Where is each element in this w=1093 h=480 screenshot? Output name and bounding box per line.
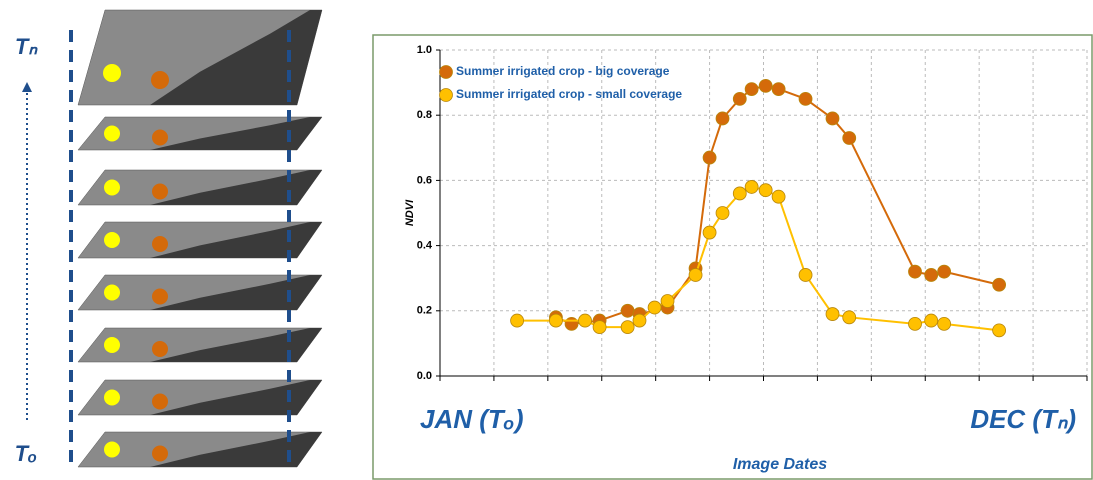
data-point (732, 92, 747, 106)
sample-point (104, 179, 120, 196)
data-point (825, 307, 840, 321)
sample-point (152, 445, 168, 462)
sea-area (150, 10, 322, 105)
data-point (798, 92, 813, 106)
data-point (632, 313, 647, 328)
sample-point (152, 288, 168, 305)
sea-area (150, 222, 322, 258)
legend-marker (439, 65, 453, 79)
sea-area (150, 117, 322, 150)
start-label: JAN (Tₒ) (420, 404, 524, 434)
data-point (992, 277, 1007, 292)
sea-area (150, 432, 322, 467)
legend-label: Summer irrigated crop - small coverage (456, 87, 682, 101)
data-point (758, 183, 773, 198)
data-point (620, 320, 635, 335)
image-stack (77, 9, 323, 468)
data-point (549, 313, 563, 328)
data-point (702, 150, 717, 165)
data-point (715, 206, 730, 220)
y-axis-label: NDVI (404, 199, 416, 226)
y-tick-label: 0.2 (417, 305, 432, 317)
data-point (715, 111, 730, 126)
data-point (908, 316, 922, 331)
sample-point (152, 341, 168, 357)
sea-area (150, 380, 322, 415)
sea-area (150, 275, 322, 310)
chart-frame (372, 34, 1093, 480)
time-arrow-head (22, 82, 32, 92)
data-point (771, 82, 786, 97)
data-point (620, 303, 635, 318)
sample-point (152, 393, 168, 410)
data-point (564, 316, 579, 331)
plot: 0.0 0.2 0.4 0.6 0.8 1.0 Summer irrigated crop … (417, 44, 1088, 382)
sample-point (104, 125, 120, 142)
data-point (578, 313, 592, 328)
data-point (688, 268, 703, 282)
data-point (744, 82, 759, 97)
data-point (908, 264, 922, 279)
data-point (937, 316, 952, 331)
data-point (924, 268, 939, 282)
time-label: Tₒ (15, 441, 38, 466)
sample-point (104, 284, 120, 301)
data-point (771, 189, 786, 204)
sample-point (104, 232, 120, 248)
data-point (510, 313, 525, 328)
data-point (798, 268, 813, 282)
sample-point (104, 441, 120, 458)
y-tick-label: 0.6 (417, 174, 432, 186)
sample-point (152, 183, 168, 200)
y-tick-label: 0.0 (417, 370, 432, 382)
data-point (924, 313, 939, 328)
legend-marker (439, 88, 453, 102)
data-point (592, 320, 607, 335)
data-point (842, 131, 857, 145)
data-point (937, 264, 952, 279)
data-point (647, 300, 662, 315)
sample-point (104, 389, 120, 406)
series-line (555, 84, 1000, 325)
series-line (517, 185, 1000, 332)
time-label: Tₙ (15, 34, 38, 59)
y-tick-label: 0.8 (417, 109, 432, 121)
end-label: DEC (Tₙ) (970, 404, 1076, 434)
data-point (825, 111, 840, 126)
data-point (992, 323, 1007, 338)
data-point (758, 78, 773, 93)
data-point (660, 294, 675, 308)
y-tick-label: 1.0 (417, 44, 432, 56)
data-point (842, 310, 857, 325)
sample-point (151, 71, 169, 89)
data-point (702, 225, 717, 240)
legend-label: Summer irrigated crop - big coverage (456, 64, 670, 78)
y-tick-label: 0.4 (417, 240, 433, 252)
x-axis-label: Image Dates (733, 456, 827, 473)
sample-point (152, 129, 168, 146)
sea-area (150, 328, 322, 362)
data-point (744, 180, 759, 194)
sample-point (104, 337, 120, 353)
sea-area (150, 170, 322, 205)
data-point (732, 186, 747, 201)
sample-point (103, 64, 121, 82)
sample-point (152, 236, 168, 252)
